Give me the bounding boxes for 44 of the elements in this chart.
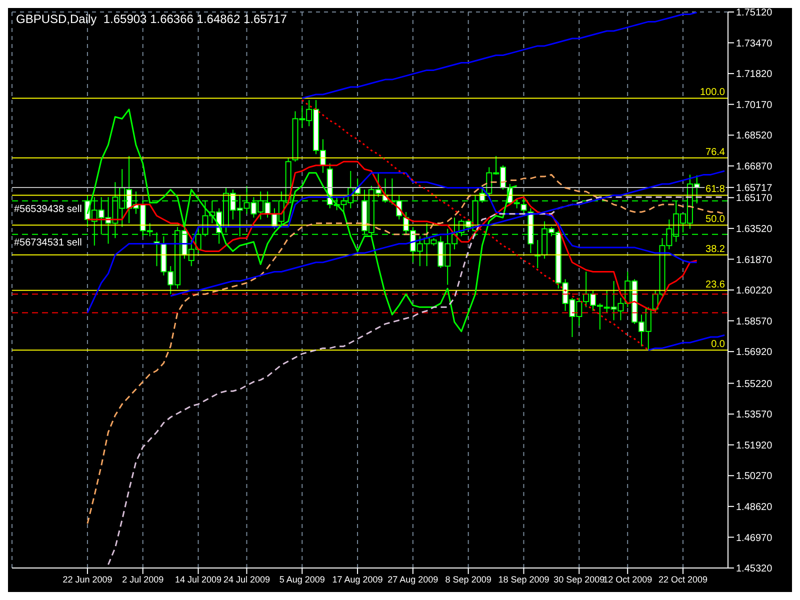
y-tick-label: 1.66870 xyxy=(736,161,773,172)
annotation: 38.2 xyxy=(706,244,726,255)
line-series xyxy=(301,12,698,99)
y-tick-label: 1.60220 xyxy=(736,286,773,297)
x-tick-label: 24 Jul 2009 xyxy=(223,574,270,584)
y-tick-label: 1.50270 xyxy=(736,471,773,482)
line-series xyxy=(86,174,726,524)
y-tick-label: 1.63520 xyxy=(736,224,773,235)
chart-title: GBPUSD,Daily 1.65903 1.66366 1.64862 1.65717 xyxy=(16,12,287,26)
x-tick-label: 8 Sep 2009 xyxy=(445,574,492,584)
y-tick-label: 1.65170 xyxy=(736,193,773,204)
y-tick-label: 1.58570 xyxy=(736,316,773,328)
x-tick-label: 30 Sep 2009 xyxy=(554,574,605,584)
ref-line-label: #56539438 sell xyxy=(14,204,82,215)
y-tick-label: 1.53570 xyxy=(736,410,773,421)
y-tick-label: 1.68520 xyxy=(736,130,773,142)
annotation: 100.0 xyxy=(700,87,726,98)
annotation: 50.0 xyxy=(706,214,726,226)
y-tick-label: 1.46970 xyxy=(736,532,773,544)
x-tick-label: 18 Sep 2009 xyxy=(498,574,550,584)
ref-line-label: #56734531 sell xyxy=(14,237,82,248)
x-tick-label: 17 Aug 2009 xyxy=(332,574,383,584)
y-tick-label: 1.65717 xyxy=(736,182,773,194)
annotation: 23.6 xyxy=(706,279,726,290)
x-tick-label: 22 Oct 2009 xyxy=(658,574,708,584)
y-tick-label: 1.56920 xyxy=(736,347,773,358)
y-tick-label: 1.51920 xyxy=(736,440,773,452)
line-series xyxy=(648,334,726,351)
y-tick-label: 1.73470 xyxy=(736,38,773,50)
x-tick-label: 14 Jul 2009 xyxy=(174,574,222,584)
y-tick-label: 1.45320 xyxy=(736,564,773,575)
y-tick-label: 1.48620 xyxy=(736,502,773,513)
annotation: 0.0 xyxy=(711,339,726,350)
x-tick-label: 12 Oct 2009 xyxy=(603,574,652,584)
x-tick-label: 22 Jun 2009 xyxy=(62,574,112,584)
y-tick-label: 1.61870 xyxy=(736,254,773,266)
y-tick-label: 1.71820 xyxy=(736,69,773,80)
y-tick-label: 1.75120 xyxy=(736,8,773,19)
annotation: 76.4 xyxy=(706,146,726,158)
y-tick-label: 1.55220 xyxy=(736,378,773,390)
x-tick-label: 2 Jul 2009 xyxy=(122,574,164,584)
x-tick-label: 5 Aug 2009 xyxy=(279,574,325,584)
y-tick-label: 1.70170 xyxy=(736,100,773,111)
x-tick-label: 27 Aug 2009 xyxy=(388,574,438,584)
